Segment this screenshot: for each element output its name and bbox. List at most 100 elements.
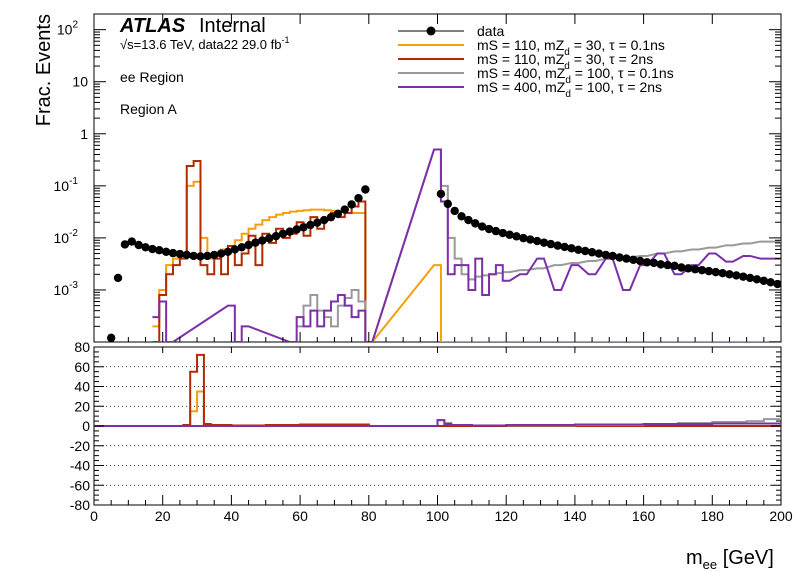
legend-label: mS = 110, mZd = 30, τ = 2ns [477,51,653,72]
data-point [278,229,288,238]
series-line-4 [152,148,781,342]
data-point [223,247,233,257]
axis-ticks: 0 20 40 60 80 100 120 140 160 180 20010210110-110-… [54,13,793,524]
ratio-y-tick-label: -40 [70,458,90,474]
x-tick-label: 20 [155,508,171,524]
data-point [752,275,762,284]
data-point [608,251,617,261]
data-point [567,244,576,253]
region-label-2: Region A [120,101,177,117]
data-point [532,236,542,246]
atlas-label: ATLAS [119,15,186,37]
data-point [642,258,652,267]
data-point [450,206,459,216]
data-point [759,276,769,285]
ratio-y-tick-label: 20 [74,398,90,414]
data-point [271,231,281,241]
legend-label: mS = 400, mZd = 100, τ = 0.1ns [477,65,674,86]
data-point [766,278,775,287]
ratio-y-tick-label: -60 [70,477,90,493]
ratio-y-tick-label: -80 [70,497,90,513]
legend-entry: mS = 400, mZd = 100, τ = 0.1ns [398,65,674,86]
status-label: Internal [199,15,266,37]
data-point [553,241,562,250]
data-point [175,249,185,259]
ratio-y-tick-label: 40 [74,379,90,395]
x-tick-label: 40 [224,508,240,524]
data-point [539,238,549,247]
ratio-y-tick-label: -20 [70,438,90,454]
data-point [512,232,521,241]
data-point [574,245,583,255]
data-point [471,219,480,228]
data-point [326,212,336,222]
data-point [313,218,322,227]
data-point [690,265,700,274]
data-point [120,240,130,249]
data-point [587,248,597,257]
legend-label: data [477,23,504,39]
data-point [711,267,720,277]
data-point [704,266,714,276]
data-point [697,265,707,275]
data-point [546,239,556,249]
data-point [773,279,781,289]
data-point [677,263,686,272]
legend-entry: mS = 400, mZd = 100, τ = 2ns [398,79,662,100]
data-point [457,212,466,221]
legend-entry: mS = 110, mZd = 30, τ = 0.1ns [398,37,665,58]
data-point [745,273,755,283]
data-point [354,193,363,203]
data-point [196,252,205,261]
x-tick-label: 200 [769,508,793,524]
data-point [484,224,494,234]
y-tick-label: 10-1 [54,176,79,194]
data-point [649,258,659,268]
data-point [237,243,246,252]
data-point [141,243,150,252]
data-point [663,260,672,270]
data-point [216,249,226,258]
sqrt-s-symbol: √s [120,37,134,52]
data-point [113,273,123,283]
data-point [340,205,349,214]
data-point [134,240,143,250]
data-point [436,189,446,199]
data-point [182,250,191,260]
x-tick-label: 120 [495,508,519,524]
data-point [244,240,253,250]
data-point [622,254,631,263]
legend-entry: mS = 110, mZd = 30, τ = 2ns [398,51,653,72]
lumi-exponent: -1 [281,35,289,45]
data-point [210,250,219,260]
series-line-1 [152,180,781,342]
legend-entry: data [398,23,504,39]
legend-label: mS = 110, mZd = 30, τ = 0.1ns [477,37,665,58]
data-point [718,268,727,278]
y-tick-label: 10-2 [54,228,79,246]
data-point [203,251,212,261]
y-tick-label: 10 [72,74,88,90]
x-tick-label: 140 [563,508,587,524]
data-point [306,220,315,230]
energy-label: √s=13.6 TeV, data22 29.0 fb-1 [120,35,290,52]
x-axis-label-sub: ee [703,557,717,572]
data-point [629,255,638,264]
data-point [526,235,535,244]
x-tick-label: 80 [361,508,377,524]
y-tick-label: 1 [80,126,88,142]
x-axis-label: mee [GeV] [686,547,774,572]
data-point [732,271,741,280]
data-point [333,209,343,219]
x-axis-label-unit: [GeV] [717,547,774,569]
data-point [292,225,301,234]
ratio-y-tick-label: 60 [74,359,90,375]
data-point [594,249,604,258]
data-point [505,230,514,239]
data-point [155,246,164,255]
ratio-y-tick-label: 80 [74,339,90,355]
data-point [739,272,748,281]
data-point [319,215,329,225]
